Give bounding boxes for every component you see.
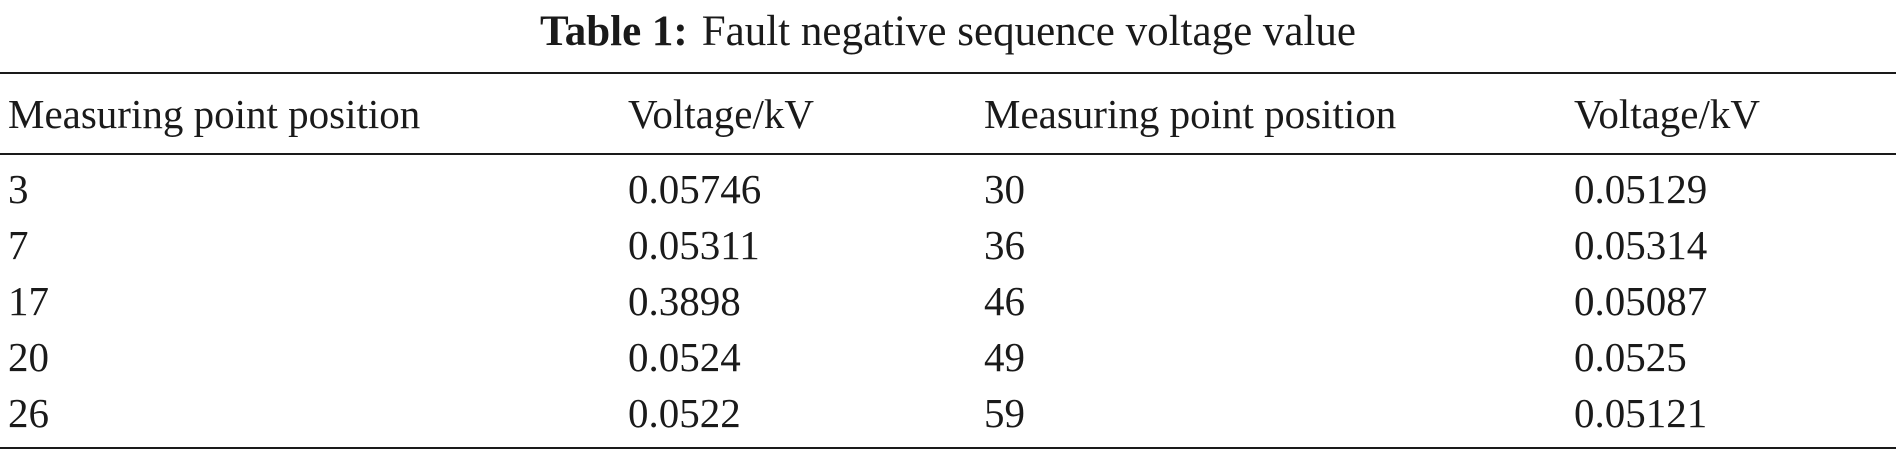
- table-row: 26 0.0522 59 0.05121: [0, 385, 1896, 448]
- cell-voltage: 0.05314: [1574, 222, 1708, 268]
- header-row: Measuring point position Voltage/kV Meas…: [0, 73, 1896, 154]
- voltage-table: Measuring point position Voltage/kV Meas…: [0, 72, 1896, 449]
- cell-voltage: 0.05087: [1574, 278, 1708, 324]
- table-caption-label: Table 1:: [539, 7, 688, 55]
- cell-voltage: 0.05121: [1574, 390, 1708, 436]
- cell-measuring-point: 17: [8, 278, 49, 324]
- cell-voltage: 0.05311: [628, 222, 760, 268]
- cell-measuring-point: 7: [8, 222, 29, 268]
- cell-voltage: 0.0522: [628, 390, 741, 436]
- table-body: 3 0.05746 30 0.05129 7 0.05311 36 0.0531…: [0, 154, 1896, 448]
- table-caption: Table 1: Fault negative sequence voltage…: [0, 0, 1896, 62]
- header-voltage-2: Voltage/kV: [1574, 90, 1761, 137]
- table-row: 7 0.05311 36 0.05314: [0, 217, 1896, 273]
- cell-voltage: 0.3898: [628, 278, 741, 324]
- table-caption-text: Fault negative sequence voltage value: [701, 7, 1357, 55]
- cell-measuring-point: 49: [984, 334, 1025, 380]
- data-table-container: Measuring point position Voltage/kV Meas…: [0, 72, 1896, 449]
- header-voltage-1: Voltage/kV: [628, 90, 815, 137]
- cell-measuring-point: 36: [984, 222, 1025, 268]
- cell-measuring-point: 46: [984, 278, 1025, 324]
- header-measuring-point-1: Measuring point position: [8, 90, 421, 137]
- cell-voltage: 0.05746: [628, 166, 762, 212]
- table-row: 3 0.05746 30 0.05129: [0, 154, 1896, 217]
- cell-measuring-point: 26: [8, 390, 49, 436]
- cell-measuring-point: 30: [984, 166, 1025, 212]
- cell-voltage: 0.05129: [1574, 166, 1708, 212]
- table-row: 20 0.0524 49 0.0525: [0, 329, 1896, 385]
- table-header: Measuring point position Voltage/kV Meas…: [0, 73, 1896, 154]
- cell-measuring-point: 3: [8, 166, 29, 212]
- header-measuring-point-2: Measuring point position: [984, 90, 1397, 137]
- cell-voltage: 0.0525: [1574, 334, 1687, 380]
- cell-measuring-point: 59: [984, 390, 1025, 436]
- cell-voltage: 0.0524: [628, 334, 741, 380]
- table-row: 17 0.3898 46 0.05087: [0, 273, 1896, 329]
- cell-measuring-point: 20: [8, 334, 49, 380]
